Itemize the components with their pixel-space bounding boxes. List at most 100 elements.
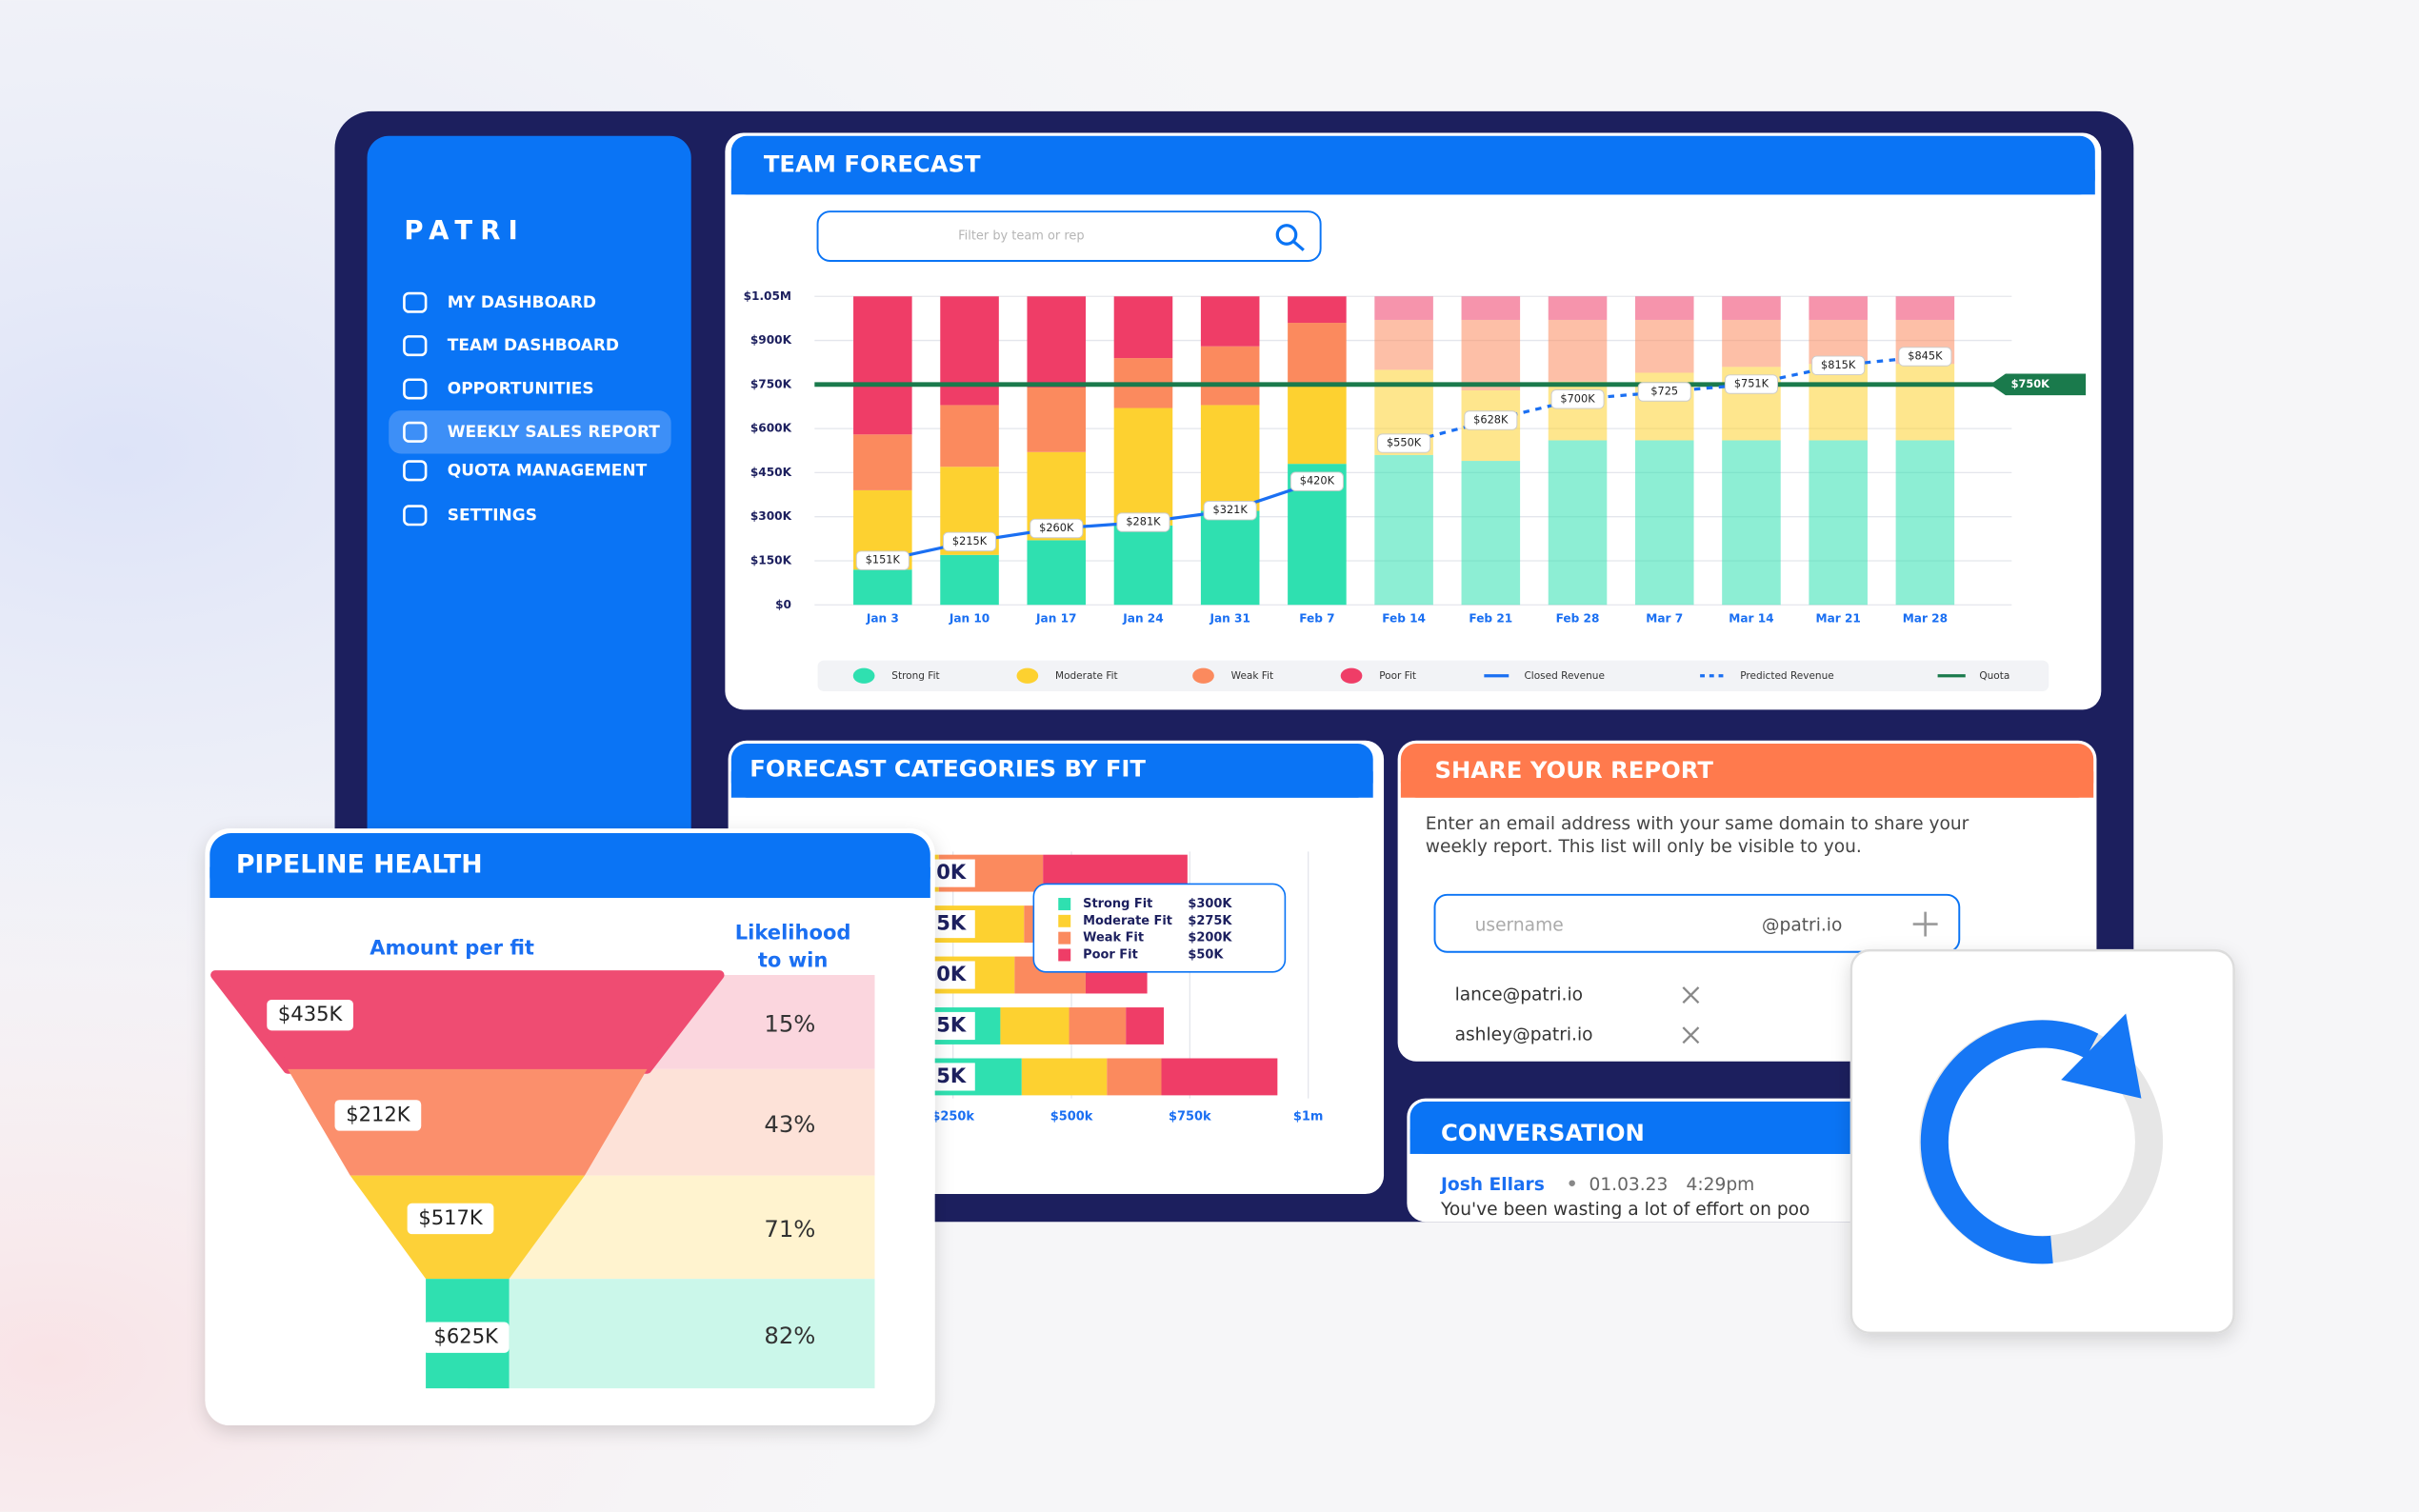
card-header	[210, 866, 930, 899]
x-tick-label: Feb 21	[1469, 611, 1512, 625]
tooltip-swatch	[1058, 914, 1071, 927]
value-label-box	[1203, 500, 1257, 521]
card-title: CONVERSATION	[1441, 1119, 1645, 1146]
bar-segment	[1200, 296, 1260, 347]
domain: @patri.io	[1762, 916, 1842, 936]
value-label-box	[943, 531, 997, 552]
legend-marker	[1192, 667, 1214, 684]
bar-segment	[1374, 454, 1433, 606]
x-tick-label: $750k	[1169, 1110, 1211, 1124]
value-label-box	[1724, 374, 1778, 394]
bar-segment	[1027, 296, 1087, 388]
bar-segment	[1722, 440, 1781, 606]
bar-segment	[1634, 319, 1694, 373]
value-label-box	[1116, 512, 1170, 532]
card-header	[1409, 1129, 1868, 1154]
search-icon[interactable]	[1275, 224, 1298, 246]
email-input[interactable]	[1433, 893, 1961, 953]
bar-segment	[940, 296, 999, 406]
menu-item[interactable]: SETTINGS	[448, 506, 537, 525]
bar-segment	[853, 296, 912, 435]
search-icon[interactable]	[1291, 239, 1305, 251]
bar-segment	[1895, 296, 1955, 320]
likelihood: 15%	[764, 1010, 815, 1038]
card	[1849, 948, 2235, 1335]
conversation-card: CONVERSATION Josh Ellars 01.03.23 4:29pm You…	[1407, 1098, 1870, 1223]
value-label-box	[1550, 389, 1605, 409]
legend-band	[817, 660, 2049, 691]
card-header	[1400, 771, 2094, 798]
legend-label: Poor Fit	[1379, 670, 1416, 682]
y-tick-label: $150K	[750, 553, 792, 567]
value-label-box	[1898, 347, 1952, 367]
likelihood: 82%	[764, 1322, 815, 1349]
y-tick-label: $600K	[750, 422, 792, 435]
legend-label: Quota	[1979, 670, 2009, 682]
legend-label: Moderate Fit	[1055, 670, 1118, 682]
x-tick-label: Feb 28	[1556, 611, 1600, 625]
amount-box	[422, 1322, 510, 1353]
tooltip-name: Weak Fit	[1083, 931, 1144, 945]
refresh-arrow[interactable]	[2061, 1013, 2142, 1099]
quota-label: $750K	[2011, 377, 2051, 390]
search-placeholder: Filter by team or rep	[958, 229, 1084, 244]
bar-segment	[1374, 296, 1433, 320]
tooltip-name: Moderate Fit	[1083, 914, 1172, 928]
bar-segment	[1809, 364, 1868, 441]
tooltip-swatch	[1058, 898, 1071, 910]
value-label: $215K	[952, 534, 988, 547]
menu-icon	[403, 460, 428, 482]
value-label: $420K	[1300, 474, 1335, 487]
value-label: $260K	[1039, 521, 1074, 534]
value-label: $815K	[1821, 358, 1856, 371]
amount: $625K	[434, 1324, 500, 1348]
value-label: $281K	[1126, 515, 1161, 528]
menu-item[interactable]: QUOTA MANAGEMENT	[448, 461, 648, 480]
value-label-box	[1377, 433, 1431, 453]
y-tick-label: $900K	[750, 333, 792, 347]
x-tick-label: Mar 28	[1903, 611, 1948, 625]
time: 4:29pm	[1687, 1175, 1755, 1195]
bar-segment	[1069, 1007, 1127, 1044]
search-box[interactable]	[816, 210, 1322, 262]
card-header	[730, 169, 2095, 195]
x-tick-label: Mar 7	[1646, 611, 1683, 625]
y-tick-label: $450K	[750, 466, 792, 479]
bar-segment	[1461, 461, 1521, 606]
value-label-box	[1464, 410, 1518, 430]
bar-segment	[1374, 319, 1433, 370]
legend-label: Weak Fit	[1231, 670, 1273, 682]
bar-segment	[1288, 323, 1347, 385]
bar-segment	[1722, 296, 1781, 320]
x-tick-label: Mar 14	[1729, 611, 1773, 625]
column-header: Likelihood	[735, 920, 851, 944]
menu-item[interactable]: OPPORTUNITIES	[448, 379, 594, 398]
card-header	[730, 771, 1373, 798]
funnel-segment	[210, 970, 725, 1074]
remove-button[interactable]	[1682, 986, 1700, 1004]
category-label: 0K	[936, 860, 967, 884]
remove-button[interactable]	[1682, 1026, 1700, 1044]
likelihood-band	[467, 1279, 875, 1389]
value-label: $321K	[1213, 503, 1249, 516]
legend-label: Predicted Revenue	[1740, 670, 1834, 682]
bar-segment	[1200, 510, 1260, 606]
bar-segment	[1461, 319, 1521, 391]
category-label: 5K	[936, 1012, 967, 1036]
add-button[interactable]	[1912, 911, 1938, 937]
menu-item[interactable]: TEAM DASHBOARD	[448, 336, 619, 355]
menu-item[interactable]: MY DASHBOARD	[448, 293, 596, 312]
refresh-arc[interactable]	[1920, 1020, 2099, 1264]
amount: $517K	[418, 1205, 484, 1229]
logo: PATRI	[404, 215, 526, 246]
quota-tag	[1989, 373, 2087, 396]
tooltip-value: $200K	[1188, 931, 1232, 945]
menu-item[interactable]: WEEKLY SALES REPORT	[448, 423, 661, 442]
bar-segment	[940, 554, 999, 606]
y-tick-label: $750K	[750, 377, 792, 390]
menu-icon	[403, 291, 428, 313]
x-tick-label: Jan 3	[866, 611, 899, 625]
x-tick-label: Jan 17	[1035, 611, 1076, 625]
bar-segment	[1021, 1058, 1108, 1096]
